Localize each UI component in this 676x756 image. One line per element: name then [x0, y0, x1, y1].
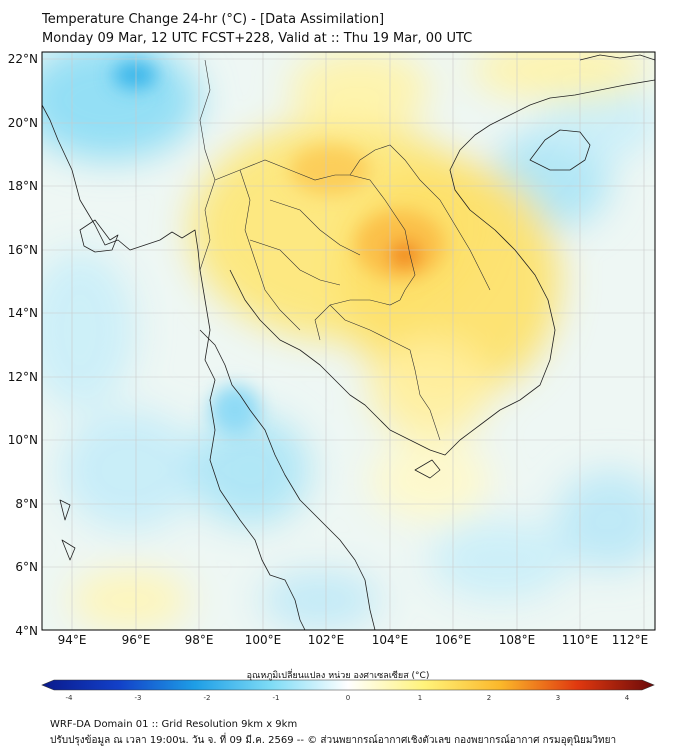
- lat-label: 12°N: [8, 370, 38, 384]
- colorbar-tick: -2: [204, 694, 211, 702]
- lon-label: 96°E: [122, 633, 151, 647]
- lon-label: 104°E: [372, 633, 409, 647]
- temperature-field: [42, 52, 655, 630]
- plot-frame: [41, 51, 656, 631]
- colorbar-tick: -4: [66, 694, 74, 702]
- colorbar-title: อุณหภูมิเปลี่ยนแปลง หน่วย องศาเซลเซียส (…: [246, 671, 430, 681]
- colorbar-tick: 3: [556, 694, 560, 702]
- country-borders: [199, 59, 491, 441]
- colorbar-tick: 1: [418, 694, 422, 702]
- map-subtitle: Monday 09 Mar, 12 UTC FCST+228, Valid at…: [42, 31, 473, 46]
- lon-label: 98°E: [185, 633, 214, 647]
- lat-label: 14°N: [8, 306, 38, 320]
- colorbar: -4 -3 -2 -1 0 1 2 3 4: [41, 679, 655, 702]
- lat-label: 4°N: [15, 624, 38, 638]
- lon-label: 110°E: [562, 633, 599, 647]
- lat-label: 8°N: [15, 497, 38, 511]
- lon-label: 94°E: [58, 633, 87, 647]
- colorbar-gradient: [41, 679, 655, 691]
- lon-label: 106°E: [435, 633, 472, 647]
- footer-model-info: WRF-DA Domain 01 :: Grid Resolution 9km …: [50, 719, 298, 730]
- colorbar-tick: -1: [273, 694, 280, 702]
- lat-label: 6°N: [15, 560, 38, 574]
- lat-label: 20°N: [8, 116, 38, 130]
- lat-label: 10°N: [8, 433, 38, 447]
- lat-label: 18°N: [8, 179, 38, 193]
- temperature-change-map: 22°N 20°N 18°N 16°N 14°N 12°N 10°N 8°N 6…: [8, 51, 656, 702]
- lat-label: 16°N: [8, 243, 38, 257]
- coastlines: [42, 54, 655, 630]
- longitude-labels: 94°E 96°E 98°E 100°E 102°E 104°E 106°E 1…: [58, 633, 649, 647]
- colorbar-ticks: -4 -3 -2 -1 0 1 2 3 4: [66, 694, 630, 702]
- lat-label: 22°N: [8, 52, 38, 66]
- graticule: [42, 52, 655, 630]
- lon-label: 108°E: [499, 633, 536, 647]
- lon-label: 112°E: [612, 633, 649, 647]
- colorbar-tick: 0: [346, 694, 350, 702]
- latitude-labels: 22°N 20°N 18°N 16°N 14°N 12°N 10°N 8°N 6…: [8, 52, 38, 638]
- colorbar-tick: 4: [625, 694, 630, 702]
- footer-credit: ปรับปรุงข้อมูล ณ เวลา 19:00น. วัน จ. ที่…: [50, 735, 617, 746]
- map-title: Temperature Change 24-hr (°C) - [Data As…: [42, 12, 385, 27]
- lon-label: 102°E: [308, 633, 345, 647]
- colorbar-tick: 2: [487, 694, 491, 702]
- lon-label: 100°E: [245, 633, 282, 647]
- colorbar-tick: -3: [135, 694, 142, 702]
